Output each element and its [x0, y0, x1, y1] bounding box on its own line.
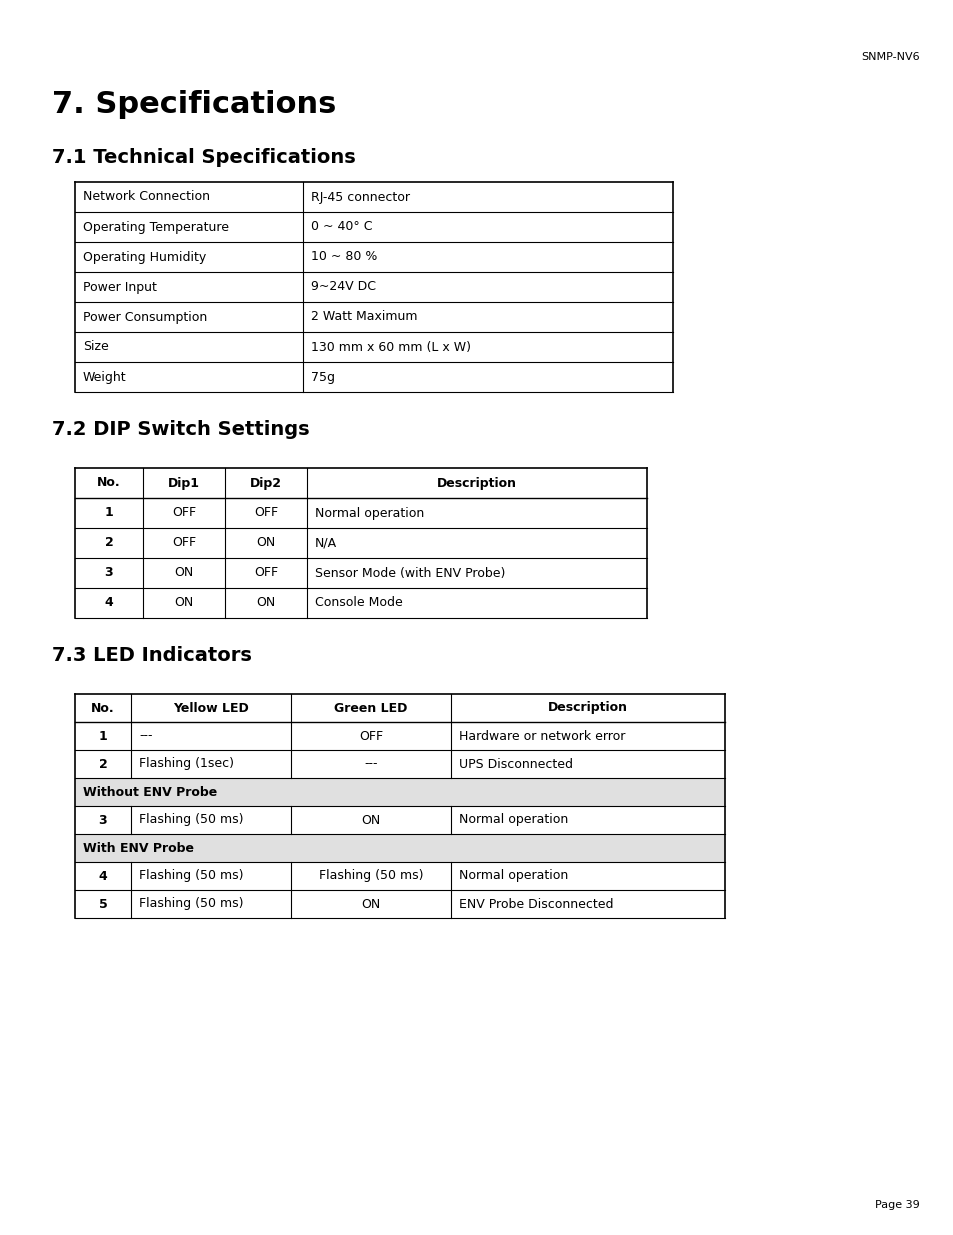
Text: With ENV Probe: With ENV Probe	[83, 841, 193, 855]
Text: ON: ON	[256, 597, 275, 610]
Text: ---: ---	[364, 757, 377, 771]
Text: Description: Description	[436, 477, 517, 489]
Text: RJ-45 connector: RJ-45 connector	[311, 190, 410, 204]
Text: Console Mode: Console Mode	[314, 597, 402, 610]
Text: Normal operation: Normal operation	[314, 506, 424, 520]
Text: SNMP-NV6: SNMP-NV6	[861, 52, 919, 62]
Text: 2: 2	[98, 757, 108, 771]
Text: ON: ON	[174, 567, 193, 579]
Text: Power Input: Power Input	[83, 280, 156, 294]
Text: Operating Humidity: Operating Humidity	[83, 251, 206, 263]
Text: 1: 1	[98, 730, 108, 742]
Text: 5: 5	[98, 898, 108, 910]
Text: 130 mm x 60 mm (L x W): 130 mm x 60 mm (L x W)	[311, 341, 471, 353]
Text: ON: ON	[256, 536, 275, 550]
Text: OFF: OFF	[172, 506, 196, 520]
Text: ON: ON	[174, 597, 193, 610]
Text: Flashing (1sec): Flashing (1sec)	[139, 757, 233, 771]
Text: 2: 2	[105, 536, 113, 550]
Text: ON: ON	[361, 898, 380, 910]
Text: OFF: OFF	[172, 536, 196, 550]
Text: Without ENV Probe: Without ENV Probe	[83, 785, 217, 799]
Text: Flashing (50 ms): Flashing (50 ms)	[139, 898, 243, 910]
Text: 1: 1	[105, 506, 113, 520]
Text: Network Connection: Network Connection	[83, 190, 210, 204]
Text: OFF: OFF	[358, 730, 383, 742]
Text: Flashing (50 ms): Flashing (50 ms)	[139, 814, 243, 826]
Text: Flashing (50 ms): Flashing (50 ms)	[139, 869, 243, 883]
Text: Size: Size	[83, 341, 109, 353]
Text: Yellow LED: Yellow LED	[172, 701, 249, 715]
Text: 7.3 LED Indicators: 7.3 LED Indicators	[52, 646, 252, 664]
Bar	[75, 778, 724, 806]
Text: 4: 4	[105, 597, 113, 610]
Text: 4: 4	[98, 869, 108, 883]
Text: Green LED: Green LED	[334, 701, 407, 715]
Text: 10 ~ 80 %: 10 ~ 80 %	[311, 251, 377, 263]
Text: Normal operation: Normal operation	[458, 869, 568, 883]
Text: No.: No.	[91, 701, 114, 715]
Text: ---: ---	[139, 730, 152, 742]
Text: Dip2: Dip2	[250, 477, 282, 489]
Text: Operating Temperature: Operating Temperature	[83, 221, 229, 233]
Text: N/A: N/A	[314, 536, 336, 550]
Text: Description: Description	[547, 701, 627, 715]
Text: Power Consumption: Power Consumption	[83, 310, 207, 324]
Text: 3: 3	[98, 814, 107, 826]
Text: 7.2 DIP Switch Settings: 7.2 DIP Switch Settings	[52, 420, 310, 438]
Text: 75g: 75g	[311, 370, 335, 384]
Text: OFF: OFF	[253, 506, 277, 520]
Text: 2 Watt Maximum: 2 Watt Maximum	[311, 310, 417, 324]
Text: UPS Disconnected: UPS Disconnected	[458, 757, 573, 771]
Text: OFF: OFF	[253, 567, 277, 579]
Bar	[75, 834, 724, 862]
Text: Page 39: Page 39	[874, 1200, 919, 1210]
Text: Normal operation: Normal operation	[458, 814, 568, 826]
Text: 7.1 Technical Specifications: 7.1 Technical Specifications	[52, 148, 355, 167]
Text: Dip1: Dip1	[168, 477, 200, 489]
Text: 0 ~ 40° C: 0 ~ 40° C	[311, 221, 372, 233]
Text: 7. Specifications: 7. Specifications	[52, 90, 336, 119]
Text: ON: ON	[361, 814, 380, 826]
Text: Hardware or network error: Hardware or network error	[458, 730, 625, 742]
Text: Weight: Weight	[83, 370, 127, 384]
Text: 3: 3	[105, 567, 113, 579]
Text: No.: No.	[97, 477, 121, 489]
Text: ENV Probe Disconnected: ENV Probe Disconnected	[458, 898, 613, 910]
Text: Flashing (50 ms): Flashing (50 ms)	[318, 869, 423, 883]
Text: Sensor Mode (with ENV Probe): Sensor Mode (with ENV Probe)	[314, 567, 505, 579]
Text: 9~24V DC: 9~24V DC	[311, 280, 375, 294]
